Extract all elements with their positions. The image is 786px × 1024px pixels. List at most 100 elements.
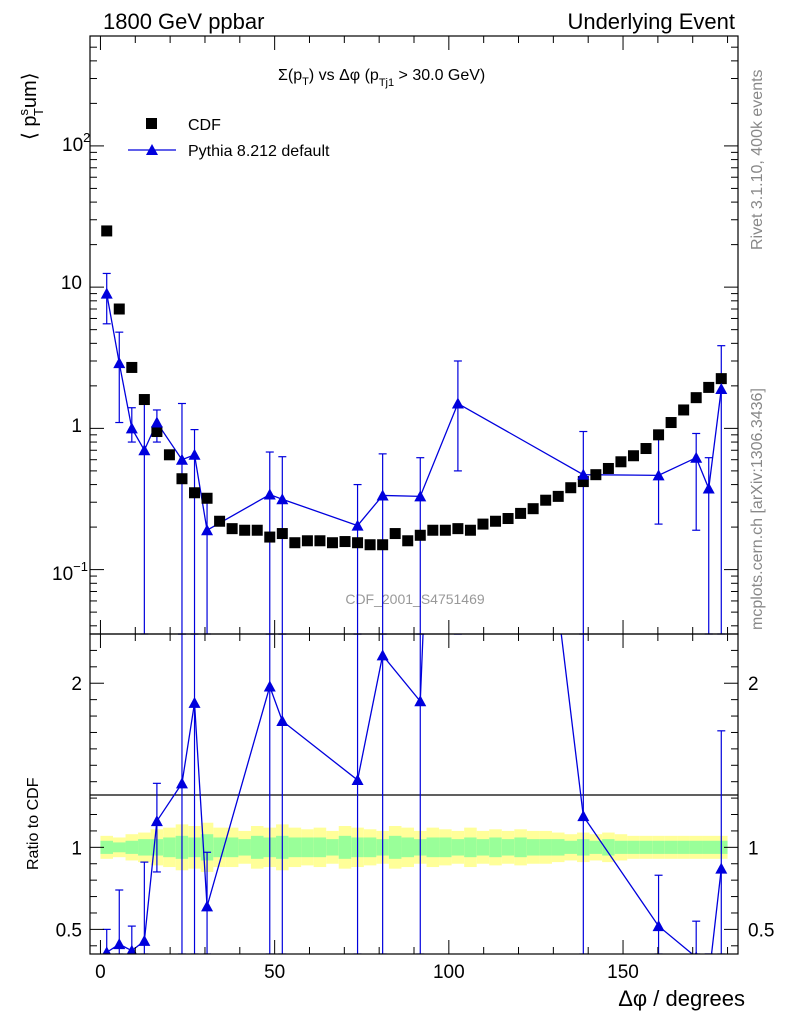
- cdf-point: [389, 528, 401, 540]
- pythia-point: [113, 357, 126, 369]
- pythia-point: [201, 524, 214, 536]
- ratio-ytick-label-left: 2: [71, 674, 82, 695]
- ratio-plot-frame: [89, 633, 739, 955]
- band-inner-bin: [501, 839, 515, 856]
- title-part-d: Tj1: [379, 77, 394, 89]
- ratio-point: [376, 649, 389, 661]
- ratio-ytick-label-right: 1: [748, 838, 759, 859]
- band-inner-bin: [614, 840, 628, 854]
- cdf-point: [527, 503, 539, 515]
- cdf-point: [439, 524, 451, 536]
- ratio-point: [263, 680, 276, 692]
- title-part-e: > 30.0 GeV): [394, 67, 485, 84]
- ytick-label-0.1: 10−1: [52, 559, 88, 585]
- ratio-ytick-label-left: 0.5: [56, 920, 82, 941]
- legend-label-cdf: CDF: [188, 117, 221, 134]
- band-inner-bin: [288, 837, 302, 858]
- cdf-point: [640, 443, 652, 455]
- ratio-ytick-label-right: 2: [748, 674, 759, 695]
- ratio-point: [414, 695, 427, 707]
- ratio-point: [102, 946, 111, 954]
- ratio-point: [126, 944, 137, 954]
- cdf-point: [427, 524, 439, 536]
- ratio-plot-ticks: 0.5 0.5 1 1 2 2 0 50 100 150: [56, 633, 774, 983]
- ylabel-part-a: ⟨ p: [19, 116, 41, 140]
- band-inner-bin: [238, 839, 251, 856]
- band-inner-bin: [112, 842, 126, 853]
- ratio-point: [351, 774, 364, 786]
- main-title: Σ(pT) vs Δφ (pTj1 > 30.0 GeV): [278, 67, 485, 89]
- band-inner-bin: [702, 840, 716, 854]
- band-inner-bin: [338, 835, 352, 859]
- cdf-point: [540, 494, 552, 506]
- cdf-point: [239, 524, 251, 536]
- cdf-point: [264, 531, 276, 543]
- cdf-point: [126, 361, 138, 373]
- band-inner-bin: [602, 839, 615, 856]
- band-inner-bin: [250, 835, 264, 859]
- cdf-point: [138, 394, 150, 406]
- band-inner-bin: [464, 837, 477, 858]
- header-right: Underlying Event: [567, 9, 735, 34]
- band-inner-bin: [476, 839, 490, 856]
- cdf-point: [163, 449, 175, 461]
- legend: CDF Pythia 8.212 default: [128, 117, 330, 160]
- cdf-point: [565, 482, 577, 494]
- cdf-point: [301, 535, 313, 547]
- band-inner-bin: [326, 839, 339, 856]
- xtick-label: 0: [95, 962, 106, 983]
- main-plot-points: [100, 225, 728, 635]
- ratio-point: [188, 696, 201, 708]
- title-part-a: Σ(p: [278, 67, 302, 84]
- pythia-point: [175, 453, 188, 465]
- cdf-point: [665, 417, 677, 429]
- ratio-point: [276, 714, 289, 726]
- ytick-label-10: 10: [61, 273, 82, 294]
- xtick-label: 100: [433, 962, 465, 983]
- pythia-point: [100, 287, 113, 299]
- band-inner-bin: [313, 837, 327, 858]
- ylabel-sub: T: [31, 108, 46, 116]
- pythia-point: [351, 519, 364, 531]
- cdf-point: [364, 539, 376, 551]
- legend-marker-cdf: [146, 118, 157, 129]
- ratio-point: [703, 973, 715, 984]
- band-inner-bin: [639, 840, 653, 854]
- pythia-point: [276, 493, 289, 505]
- cdf-point: [189, 487, 201, 499]
- band-inner-bin: [388, 835, 402, 859]
- cdf-point: [678, 404, 690, 416]
- rivet-label: Rivet 3.1.10, 400k events: [749, 69, 766, 250]
- pythia-point: [125, 422, 138, 434]
- pythia-point: [188, 448, 201, 460]
- cdf-point: [627, 450, 639, 462]
- title-part-b: T: [302, 76, 309, 88]
- ratio-point: [175, 777, 188, 789]
- cdf-point: [577, 476, 589, 488]
- cdf-point: [201, 492, 213, 504]
- cdf-point: [276, 528, 288, 540]
- cdf-point: [690, 392, 702, 404]
- pythia-point: [263, 488, 276, 500]
- band-inner-bin: [652, 840, 665, 854]
- pythia-point: [150, 416, 163, 428]
- pythia-point: [414, 490, 427, 502]
- title-part-c: ) vs Δφ (p: [309, 67, 379, 84]
- ratio-point: [577, 810, 590, 822]
- cdf-point: [214, 515, 226, 527]
- pythia-point: [652, 469, 665, 481]
- pythia-point: [451, 397, 464, 409]
- band-inner-bin: [301, 837, 314, 858]
- ratio-point: [138, 934, 151, 946]
- cdf-point: [326, 537, 338, 549]
- ratio-point: [201, 900, 214, 912]
- ytick-label-1: 1: [71, 416, 82, 437]
- ylabel-part-b: um⟩: [19, 72, 41, 108]
- ratio-point: [113, 938, 126, 950]
- cdf-point: [715, 373, 727, 385]
- band-inner-bin: [225, 837, 239, 858]
- ratio-point: [652, 920, 665, 932]
- pythia-point: [138, 444, 151, 456]
- cdf-point: [176, 473, 188, 485]
